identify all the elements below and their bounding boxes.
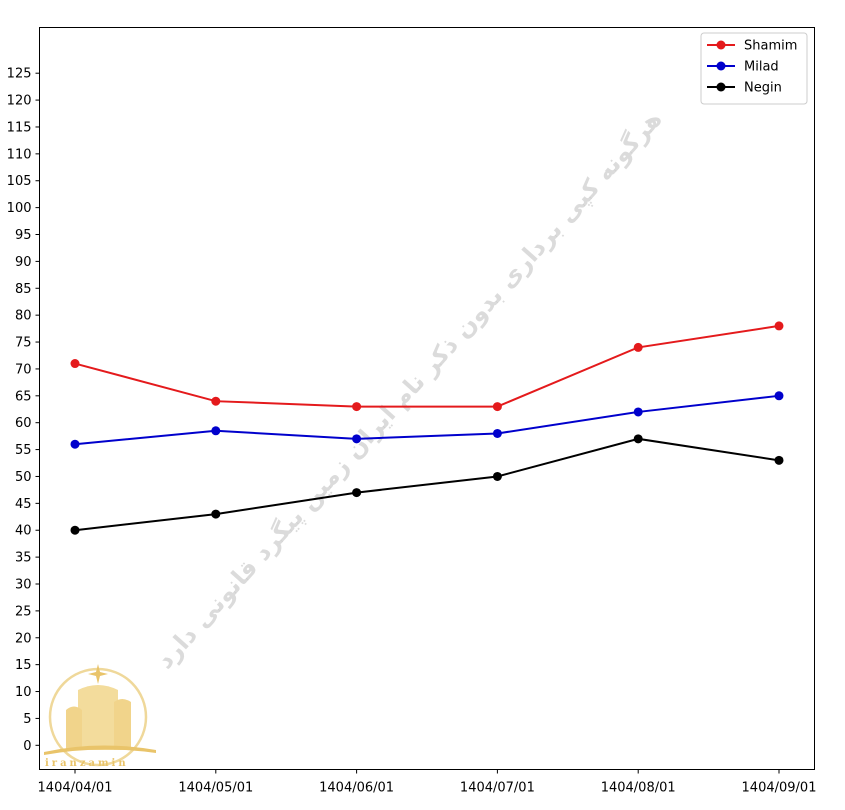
logo-wordmark: iranzamin bbox=[45, 758, 129, 769]
y-tick-label: 55 bbox=[15, 443, 32, 458]
data-point-milad bbox=[492, 428, 502, 438]
y-tick-label: 50 bbox=[15, 470, 32, 485]
legend-swatch-marker-shamim bbox=[716, 40, 726, 50]
y-tick-label: 35 bbox=[15, 551, 32, 566]
y-tick-label: 70 bbox=[15, 362, 32, 377]
series-line-shamim bbox=[74, 324, 780, 408]
y-tick-label: 5 bbox=[23, 712, 31, 727]
y-tick-label: 40 bbox=[15, 524, 32, 539]
x-tick-label: 1404/04/01 bbox=[38, 781, 113, 796]
data-point-negin bbox=[211, 509, 221, 519]
watermark: هرگونه کپی برداری بدون ذکر نام ایران زمی… bbox=[151, 105, 668, 674]
legend-label-milad: Milad bbox=[744, 60, 779, 75]
y-tick-label: 20 bbox=[15, 631, 32, 646]
plot-area-frame bbox=[39, 27, 815, 770]
y-tick-label: 15 bbox=[15, 658, 32, 673]
data-point-negin bbox=[492, 471, 502, 481]
y-tick-label: 100 bbox=[7, 201, 32, 216]
watermark-text: هرگونه کپی برداری بدون ذکر نام ایران زمی… bbox=[151, 105, 668, 674]
x-tick-label: 1404/09/01 bbox=[742, 781, 817, 796]
y-tick-label: 25 bbox=[15, 604, 32, 619]
y-tick-label: 80 bbox=[15, 309, 32, 324]
y-tick-label: 115 bbox=[7, 120, 32, 135]
data-point-milad bbox=[211, 426, 221, 436]
data-point-negin bbox=[352, 488, 362, 498]
data-point-milad bbox=[774, 391, 784, 401]
x-axis: 1404/04/01 1404/05/01 1404/06/01 1404/07/01… bbox=[38, 769, 817, 796]
y-tick-label: 0 bbox=[23, 739, 31, 754]
data-point-milad bbox=[633, 407, 643, 417]
data-point-shamim bbox=[352, 402, 362, 412]
y-tick-label: 60 bbox=[15, 416, 32, 431]
series-line-negin bbox=[74, 437, 780, 532]
y-tick-label: 110 bbox=[7, 147, 32, 162]
y-tick-label: 65 bbox=[15, 389, 32, 404]
y-tick-label: 45 bbox=[15, 497, 32, 512]
legend-label-shamim: Shamim bbox=[744, 39, 797, 54]
iranzamin-logo: iranzamin bbox=[44, 664, 156, 769]
data-point-shamim bbox=[70, 359, 80, 369]
data-point-milad bbox=[352, 434, 362, 444]
legend-swatch-marker-negin bbox=[716, 82, 726, 92]
data-point-negin bbox=[774, 455, 784, 465]
y-tick-label: 10 bbox=[15, 685, 32, 700]
y-tick-label: 85 bbox=[15, 282, 32, 297]
x-tick-label: 1404/07/01 bbox=[460, 781, 535, 796]
series-line-milad bbox=[74, 394, 780, 446]
x-tick-label: 1404/06/01 bbox=[319, 781, 394, 796]
data-point-negin bbox=[70, 525, 80, 535]
data-point-negin bbox=[633, 434, 643, 444]
y-tick-label: 75 bbox=[15, 336, 32, 351]
data-point-shamim bbox=[492, 402, 502, 412]
logo-building-icon bbox=[44, 664, 156, 755]
y-axis: 0 5 10 15 20 25 30 35 40 45 50 55 60 65 70 75 80 85 90 95 10… bbox=[7, 67, 40, 754]
data-point-shamim bbox=[774, 321, 784, 331]
y-tick-label: 125 bbox=[7, 67, 32, 82]
y-tick-label: 105 bbox=[7, 174, 32, 189]
y-tick-label: 120 bbox=[7, 94, 32, 109]
x-tick-label: 1404/05/01 bbox=[178, 781, 253, 796]
data-point-shamim bbox=[633, 342, 643, 352]
y-tick-label: 95 bbox=[15, 228, 32, 243]
legend: Shamim Milad Negin bbox=[700, 32, 808, 105]
data-point-shamim bbox=[211, 396, 221, 406]
y-tick-label: 30 bbox=[15, 578, 32, 593]
legend-swatch-marker-milad bbox=[716, 61, 726, 71]
legend-label-negin: Negin bbox=[744, 81, 782, 96]
data-point-milad bbox=[70, 439, 80, 449]
y-tick-label: 90 bbox=[15, 255, 32, 270]
series-layer bbox=[70, 321, 784, 535]
x-tick-label: 1404/08/01 bbox=[601, 781, 676, 796]
